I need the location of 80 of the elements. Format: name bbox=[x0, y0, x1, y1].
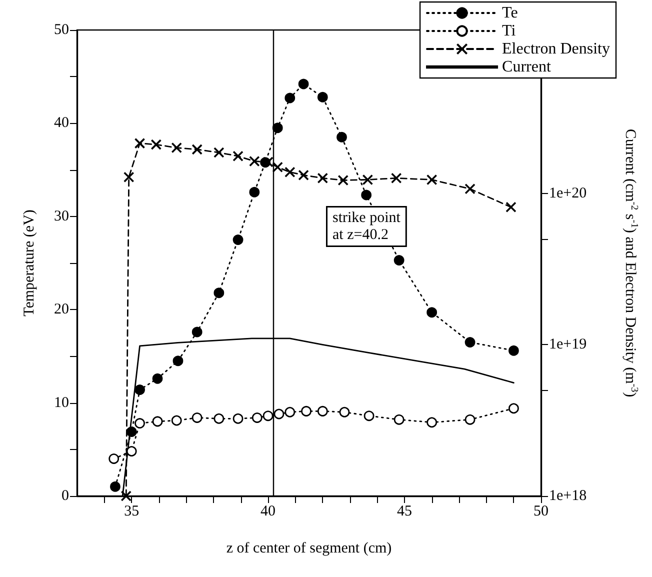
point bbox=[126, 426, 137, 437]
point bbox=[134, 418, 145, 428]
legend-label: Current bbox=[502, 58, 552, 76]
point bbox=[508, 345, 519, 356]
point bbox=[336, 132, 347, 142]
x-tick-label: 50 bbox=[534, 504, 548, 520]
point bbox=[262, 156, 274, 168]
point bbox=[298, 170, 309, 180]
point bbox=[338, 174, 349, 186]
point bbox=[214, 147, 224, 158]
y-tick-label: 50 bbox=[54, 22, 69, 38]
point bbox=[171, 415, 182, 426]
y-tick-label: 10 bbox=[54, 394, 69, 411]
point bbox=[232, 150, 244, 162]
point bbox=[390, 172, 402, 184]
point bbox=[464, 183, 476, 194]
point bbox=[108, 454, 120, 464]
point bbox=[214, 288, 224, 298]
point bbox=[339, 406, 350, 418]
point bbox=[426, 307, 438, 318]
point bbox=[364, 410, 374, 422]
point bbox=[317, 92, 328, 102]
point bbox=[232, 234, 244, 245]
point bbox=[361, 190, 372, 200]
y-tick-label: 20 bbox=[54, 302, 69, 318]
point bbox=[426, 174, 438, 186]
point bbox=[362, 174, 374, 186]
x-tick-label: 40 bbox=[260, 504, 276, 520]
y-tick-label: 30 bbox=[54, 208, 69, 224]
y2-tick-label: 1e+18 bbox=[549, 488, 587, 504]
point bbox=[284, 92, 296, 104]
point bbox=[192, 326, 202, 338]
point bbox=[317, 406, 328, 416]
x-tick-label: 35 bbox=[124, 504, 140, 520]
point bbox=[126, 446, 137, 456]
x-tick-label: 45 bbox=[397, 504, 412, 520]
y2-tick-label: 1e+19 bbox=[549, 336, 587, 353]
point bbox=[134, 384, 145, 395]
point bbox=[394, 255, 404, 266]
point bbox=[272, 122, 283, 134]
point bbox=[123, 172, 134, 182]
point bbox=[134, 138, 146, 149]
x-axis-title: z of center of segment (cm) bbox=[226, 540, 392, 556]
point bbox=[249, 186, 260, 198]
point bbox=[298, 78, 309, 90]
point bbox=[192, 144, 202, 155]
point bbox=[284, 166, 296, 178]
point bbox=[274, 408, 284, 420]
point bbox=[152, 416, 163, 427]
point bbox=[249, 156, 260, 167]
y2-axis-title: Current (cm-2 s-1) and Electron Density (m-3) bbox=[622, 128, 640, 398]
point bbox=[171, 142, 182, 154]
y2-tick-label: 1e+20 bbox=[549, 185, 587, 202]
point bbox=[464, 337, 476, 348]
point bbox=[232, 413, 244, 424]
legend-label: Te bbox=[502, 4, 518, 22]
point bbox=[120, 490, 132, 502]
point bbox=[394, 414, 404, 425]
annotation: strike point at z=40.2 bbox=[332, 210, 402, 243]
point bbox=[110, 481, 120, 492]
y-tick-label: 0 bbox=[62, 488, 69, 504]
point bbox=[252, 412, 262, 423]
y-axis-title: Temperature (eV) bbox=[22, 210, 38, 316]
point bbox=[192, 412, 202, 423]
legend-label: Ti bbox=[502, 22, 516, 40]
point bbox=[508, 403, 519, 414]
point bbox=[317, 172, 328, 184]
y-tick-label: 40 bbox=[54, 115, 69, 132]
point bbox=[464, 414, 476, 425]
point bbox=[284, 406, 296, 418]
point bbox=[172, 356, 184, 366]
point bbox=[506, 202, 516, 213]
point bbox=[262, 410, 274, 422]
point bbox=[301, 406, 312, 416]
point bbox=[426, 417, 438, 428]
point bbox=[272, 162, 284, 173]
point bbox=[214, 413, 224, 424]
point bbox=[152, 373, 163, 384]
legend-label: Electron Density bbox=[502, 40, 610, 58]
point bbox=[150, 139, 162, 150]
